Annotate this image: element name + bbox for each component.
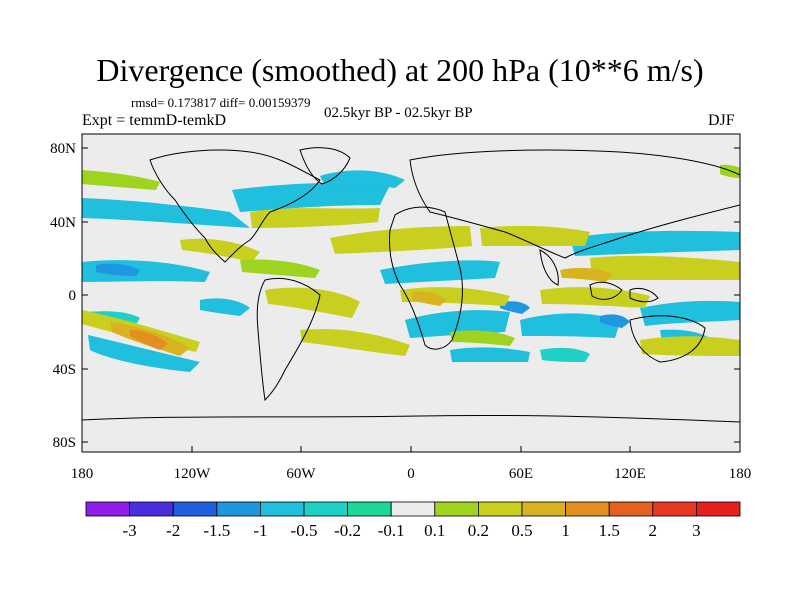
colorbar-tick-label: -2 [166, 521, 180, 540]
colorbar-swatch [347, 501, 392, 517]
season-label: DJF [708, 112, 735, 129]
colorbar-tick-label: 1 [561, 521, 570, 540]
colorbar-tick-label: -0.2 [334, 521, 361, 540]
colorbar-swatch [85, 501, 130, 517]
lat-label: 0 [69, 288, 77, 304]
stats-text: rmsd= 0.173817 diff= 0.00159379 [131, 95, 311, 110]
colorbar-swatch [129, 501, 174, 517]
colorbar-tick-label: 0.5 [511, 521, 532, 540]
lat-ticks [82, 147, 740, 443]
experiment-label: Expt = temmD-temkD [82, 112, 227, 129]
lon-label: 120W [174, 466, 212, 482]
colorbar [85, 501, 741, 517]
colorbar-swatch [390, 501, 436, 517]
colorbar-tick-label: 1.5 [599, 521, 620, 540]
lat-label: 40N [50, 215, 76, 231]
period-label: 02.5kyr BP - 02.5kyr BP [324, 105, 473, 121]
lon-label: 0 [407, 466, 415, 482]
colorbar-swatch [216, 501, 261, 517]
lat-label: 80N [50, 141, 76, 157]
colorbar-tick-label: -3 [123, 521, 137, 540]
colorbar-swatch [521, 501, 566, 517]
colorbar-swatch [652, 501, 697, 517]
colorbar-swatch [259, 501, 305, 517]
colorbar-tick-label: 2 [649, 521, 658, 540]
map-title: Divergence (smoothed) at 200 hPa (10**6 … [96, 52, 704, 88]
colorbar-tick-label: 0.2 [468, 521, 489, 540]
colorbar-swatch [696, 501, 741, 517]
lon-label: 60E [509, 466, 533, 482]
colorbar-swatch [565, 501, 610, 517]
colorbar-tick-label: -0.1 [378, 521, 405, 540]
colorbar-swatch [172, 501, 218, 517]
coastlines [82, 147, 740, 423]
colorbar-tick-label: 3 [692, 521, 701, 540]
lat-label: 40S [53, 362, 76, 378]
lon-label: 120E [614, 466, 646, 482]
divergence-field [82, 164, 740, 372]
colorbar-tick-label: -0.5 [291, 521, 318, 540]
colorbar-swatch [303, 501, 348, 517]
colorbar-swatch [608, 501, 654, 517]
colorbar-tick-label: -1 [253, 521, 267, 540]
colorbar-tick-label: -1.5 [203, 521, 230, 540]
lon-label: 60W [286, 466, 316, 482]
colorbar-labels: -3 -2 -1.5 -1 -0.5 -0.2 -0.1 0.1 0.2 0.5 1 1.5 2 3 [123, 521, 701, 540]
lon-label: 180 [729, 466, 752, 482]
colorbar-swatch [434, 501, 479, 517]
lon-ticks [81, 446, 741, 452]
lat-label: 80S [53, 435, 76, 451]
colorbar-tick-label: 0.1 [424, 521, 445, 540]
colorbar-swatch [477, 501, 523, 517]
lon-label: 180 [71, 466, 94, 482]
